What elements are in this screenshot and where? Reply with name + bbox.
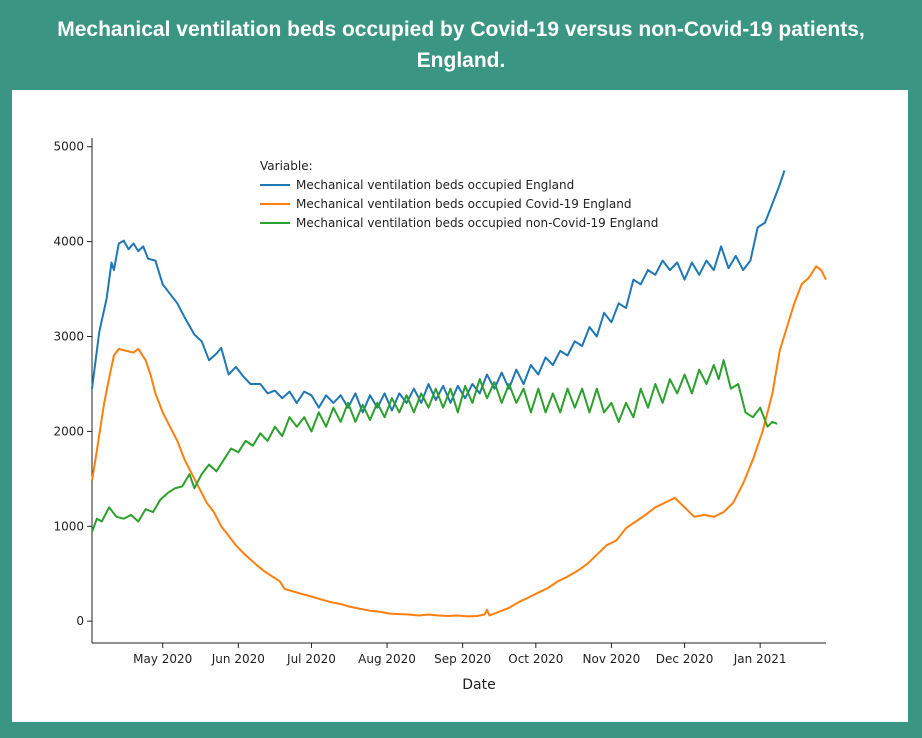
x-tick-label: Sep 2020 bbox=[434, 652, 491, 666]
y-tick-label: 0 bbox=[76, 614, 84, 628]
x-tick-label: Jul 2020 bbox=[286, 652, 336, 666]
x-tick-label: May 2020 bbox=[133, 652, 192, 666]
legend: Variable: Mechanical ventilation beds occ… bbox=[260, 159, 658, 230]
x-tick-label: Aug 2020 bbox=[358, 652, 416, 666]
x-tick-label: Dec 2020 bbox=[656, 652, 714, 666]
series-line-2 bbox=[91, 265, 827, 618]
series-line-1 bbox=[91, 170, 786, 414]
x-tick-label: Nov 2020 bbox=[583, 652, 641, 666]
y-tick-label: 4000 bbox=[53, 235, 84, 249]
y-tick-label: 1000 bbox=[53, 519, 84, 533]
line-chart: 0 1000 2000 3000 4000 5000 May 2020 Jun 2020 Jul… bbox=[53, 138, 827, 693]
x-tick-label: Oct 2020 bbox=[508, 652, 563, 666]
x-tick-label: Jun 2020 bbox=[211, 652, 265, 666]
x-axis-title: Date bbox=[462, 677, 495, 693]
legend-title: Variable: bbox=[260, 159, 313, 173]
chart-title-text: Mechanical ventilation beds occupied by … bbox=[57, 18, 865, 72]
legend-entry-2: Mechanical ventilation beds occupied Cov… bbox=[296, 197, 631, 211]
y-tick-label: 2000 bbox=[53, 424, 84, 438]
chart-title: Mechanical ventilation beds occupied by … bbox=[0, 0, 922, 90]
legend-entry-3: Mechanical ventilation beds occupied non… bbox=[296, 216, 658, 230]
x-tick-label: Jan 2021 bbox=[733, 652, 787, 666]
chart-panel: 0 1000 2000 3000 4000 5000 May 2020 Jun 2020 Jul… bbox=[12, 90, 908, 722]
y-tick-label: 3000 bbox=[53, 330, 84, 344]
y-tick-label: 5000 bbox=[53, 140, 84, 154]
legend-entry-1: Mechanical ventilation beds occupied Eng… bbox=[296, 178, 574, 192]
series-lines bbox=[91, 170, 827, 618]
axes: 0 1000 2000 3000 4000 5000 May 2020 Jun 2020 Jul… bbox=[53, 138, 826, 693]
series-line-3 bbox=[91, 359, 778, 533]
